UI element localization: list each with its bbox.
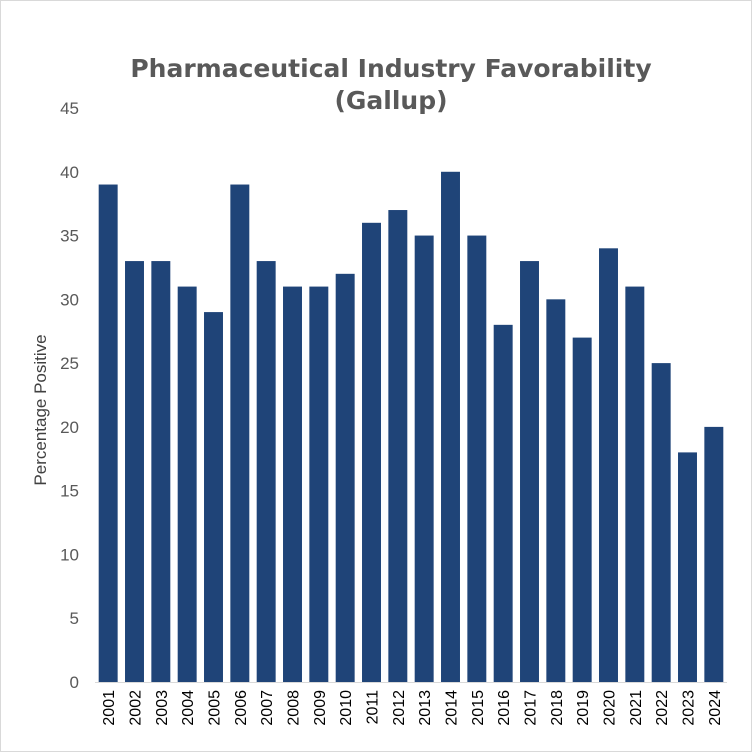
- y-tick-label: 10: [60, 545, 79, 564]
- bar-2012: [388, 210, 408, 683]
- bar-2022: [651, 363, 671, 682]
- x-axis-ticks: 2001 2002 2003 2004 2005 2006 2007 2008 2009 2010…: [101, 690, 724, 726]
- bar-2006: [230, 184, 250, 682]
- x-tick-label: 2003: [154, 690, 171, 726]
- bar-2004: [177, 286, 197, 682]
- y-tick-label: 20: [60, 418, 79, 437]
- bar-2011: [362, 222, 381, 683]
- x-tick-label: 2008: [286, 690, 303, 726]
- x-tick-label: 2009: [312, 690, 329, 726]
- y-tick-label: 35: [60, 227, 79, 246]
- bar-2015: [467, 235, 487, 682]
- bar-2018: [546, 299, 566, 682]
- bar-2014: [441, 171, 460, 682]
- bar-2016: [493, 324, 513, 682]
- y-tick-label: 5: [70, 609, 79, 628]
- x-tick-label: 2006: [233, 690, 250, 726]
- bar-2019: [572, 337, 592, 682]
- y-axis-ticks: 0 5 10 15 20 25 30 35 40 45: [60, 99, 79, 692]
- x-tick-label: 2022: [654, 690, 671, 726]
- bar-2001: [98, 184, 118, 682]
- bar-2005: [204, 312, 223, 682]
- x-tick-label: 2005: [207, 690, 224, 726]
- bar-2021: [625, 286, 645, 682]
- x-tick-label: 2010: [338, 690, 355, 726]
- x-tick-label: 2001: [101, 690, 118, 726]
- bar-2020: [599, 248, 618, 682]
- x-tick-label: 2002: [128, 690, 145, 726]
- y-tick-label: 15: [60, 482, 79, 501]
- y-tick-label: 40: [60, 163, 79, 182]
- bar-2007: [256, 261, 276, 682]
- bar-2024: [704, 426, 724, 682]
- y-tick-label: 30: [60, 290, 79, 309]
- bar-2002: [125, 261, 144, 682]
- x-tick-label: 2012: [391, 690, 408, 726]
- y-axis-label: Percentage Positive: [31, 334, 50, 485]
- x-tick-label: 2024: [707, 690, 724, 726]
- x-tick-label: 2011: [365, 690, 382, 725]
- bar-2013: [414, 235, 434, 682]
- bar-2009: [309, 286, 329, 682]
- bars: [98, 171, 724, 683]
- x-tick-label: 2004: [180, 690, 197, 726]
- bar-2010: [335, 273, 355, 682]
- x-tick-label: 2017: [523, 690, 540, 726]
- y-tick-label: 0: [70, 673, 79, 692]
- x-tick-label: 2018: [549, 690, 566, 726]
- y-tick-label: 25: [60, 354, 79, 373]
- bar-2017: [520, 261, 539, 682]
- x-tick-label: 2021: [628, 690, 645, 726]
- y-tick-label: 45: [60, 99, 79, 118]
- chart-title: Pharmaceutical Industry Favorability (Ga…: [1, 53, 752, 117]
- x-tick-label: 2023: [681, 690, 698, 726]
- bar-2003: [151, 261, 171, 682]
- x-tick-label: 2019: [575, 690, 592, 726]
- x-tick-label: 2020: [602, 690, 619, 726]
- x-tick-label: 2013: [417, 690, 434, 726]
- x-tick-label: 2007: [259, 690, 276, 726]
- x-tick-label: 2014: [444, 690, 461, 726]
- x-tick-label: 2015: [470, 690, 487, 726]
- chart-title-line-1: Pharmaceutical Industry Favorability: [130, 54, 652, 83]
- bar-2008: [283, 286, 302, 682]
- bar-2023: [678, 452, 697, 682]
- chart-title-line-2: (Gallup): [334, 86, 448, 115]
- x-tick-label: 2016: [496, 690, 513, 726]
